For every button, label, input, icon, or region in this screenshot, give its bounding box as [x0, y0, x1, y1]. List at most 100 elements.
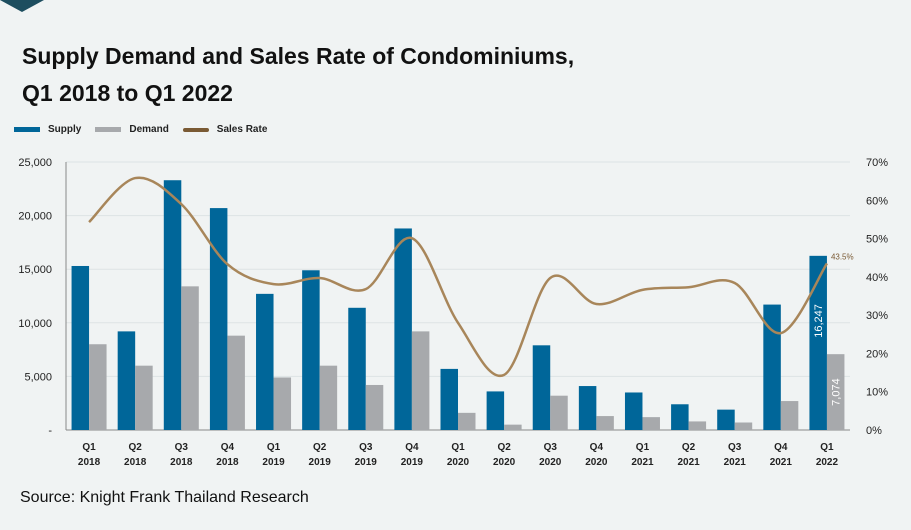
x-tick-label-year: 2018	[170, 457, 193, 468]
x-tick-label-year: 2019	[401, 457, 424, 468]
x-tick-label-quarter: Q3	[728, 442, 742, 453]
supply-bar	[256, 293, 274, 430]
demand-bar	[688, 421, 707, 430]
demand-bar	[826, 354, 845, 430]
supply-bar	[163, 180, 182, 430]
demand-bar	[642, 417, 660, 430]
chart-title: Supply Demand and Sales Rate of Condomin…	[22, 38, 574, 112]
left-tick-label: 15,000	[18, 264, 52, 276]
x-tick-label-quarter: Q2	[682, 442, 696, 453]
demand-bar	[458, 412, 476, 430]
sales-rate-line	[88, 176, 828, 378]
supply-bar	[440, 368, 458, 430]
supply-bar	[624, 392, 643, 430]
x-tick-label-year: 2020	[493, 457, 516, 468]
demand-bar	[734, 422, 753, 430]
demand-bar	[273, 377, 292, 430]
supply-bar	[394, 228, 412, 430]
demand-bar	[550, 395, 568, 430]
demand-bar	[89, 344, 107, 430]
x-tick-label-year: 2020	[447, 457, 470, 468]
left-tick-label: 25,000	[18, 157, 52, 169]
demand-bar	[135, 365, 153, 430]
sales-rate-data-label: 43.5%	[831, 252, 854, 261]
right-tick-label: 40%	[866, 272, 888, 284]
demand-bar	[780, 401, 799, 430]
x-tick-label-quarter: Q1	[820, 442, 834, 453]
x-tick-label-year: 2021	[677, 457, 700, 468]
supply-bar	[486, 391, 505, 430]
title-line-1: Supply Demand and Sales Rate of Condomin…	[22, 43, 575, 69]
x-tick-label-year: 2019	[262, 457, 285, 468]
legend-swatch-sales-rate	[182, 127, 209, 132]
supply-bar	[717, 409, 735, 430]
legend: Supply Demand Sales Rate	[14, 124, 281, 135]
x-tick-label-quarter: Q1	[636, 442, 650, 453]
x-tick-label-quarter: Q3	[359, 442, 373, 453]
supply-bar	[209, 208, 228, 430]
x-tick-label-quarter: Q2	[129, 442, 143, 453]
legend-label: Sales Rate	[216, 124, 268, 135]
x-tick-label-quarter: Q4	[405, 442, 419, 453]
legend-label: Demand	[129, 124, 169, 135]
demand-bar	[365, 384, 384, 430]
demand-bar	[504, 424, 522, 430]
x-tick-label-quarter: Q3	[544, 442, 558, 453]
supply-bar	[302, 270, 320, 430]
x-tick-label-year: 2018	[216, 457, 239, 468]
legend-demand: Demand	[95, 124, 169, 135]
right-tick-label: 60%	[866, 195, 888, 207]
x-tick-label-year: 2020	[585, 457, 608, 468]
supply-bar	[671, 404, 689, 430]
demand-data-label: 7,074	[831, 378, 843, 406]
x-tick-label-quarter: Q1	[82, 442, 96, 453]
left-tick-label: 10,000	[18, 318, 52, 330]
title-line-2: Q1 2018 to Q1 2022	[22, 80, 233, 106]
x-tick-label-year: 2021	[631, 457, 654, 468]
supply-bar	[117, 331, 136, 430]
demand-bar	[319, 365, 338, 430]
demand-bar	[181, 286, 199, 430]
x-tick-label-quarter: Q3	[175, 442, 189, 453]
x-tick-label-year: 2019	[355, 457, 378, 468]
supply-bar	[532, 345, 551, 430]
demand-bar	[411, 331, 430, 430]
right-tick-label: 70%	[866, 157, 888, 169]
x-tick-label-year: 2019	[309, 457, 332, 468]
x-tick-label-quarter: Q4	[590, 442, 604, 453]
demand-bar	[227, 335, 245, 430]
legend-supply: Supply	[14, 124, 81, 135]
x-tick-label-quarter: Q4	[774, 442, 788, 453]
right-tick-label: 20%	[866, 348, 888, 360]
supply-bar	[71, 265, 90, 430]
x-tick-label-year: 2021	[724, 457, 747, 468]
x-tick-label-year: 2020	[539, 457, 562, 468]
x-tick-label-year: 2022	[816, 457, 839, 468]
supply-bar	[763, 304, 781, 430]
right-tick-label: 0%	[866, 425, 882, 437]
right-tick-label: 50%	[866, 234, 888, 246]
right-tick-label: 30%	[866, 310, 888, 322]
legend-label: Supply	[48, 124, 82, 135]
x-tick-label-quarter: Q4	[221, 442, 235, 453]
supply-bar	[809, 255, 827, 430]
demand-bar	[596, 416, 614, 430]
legend-sales-rate: Sales Rate	[182, 124, 268, 135]
supply-bar	[578, 386, 597, 430]
x-tick-label-quarter: Q1	[451, 442, 465, 453]
x-tick-label-quarter: Q1	[267, 442, 281, 453]
x-tick-label-year: 2018	[78, 457, 101, 468]
source-note: Source: Knight Frank Thailand Research	[20, 489, 309, 506]
supply-bar	[348, 307, 366, 430]
left-tick-label: 5,000	[24, 371, 52, 383]
legend-swatch-demand	[95, 127, 122, 132]
x-tick-label-quarter: Q2	[313, 442, 327, 453]
right-tick-label: 10%	[866, 387, 888, 399]
x-tick-label-year: 2021	[770, 457, 793, 468]
left-tick-label: -	[48, 425, 52, 437]
corner-decoration	[0, 0, 44, 12]
legend-swatch-supply	[14, 127, 40, 132]
supply-data-label: 16,247	[813, 304, 825, 338]
x-tick-label-quarter: Q2	[497, 442, 511, 453]
